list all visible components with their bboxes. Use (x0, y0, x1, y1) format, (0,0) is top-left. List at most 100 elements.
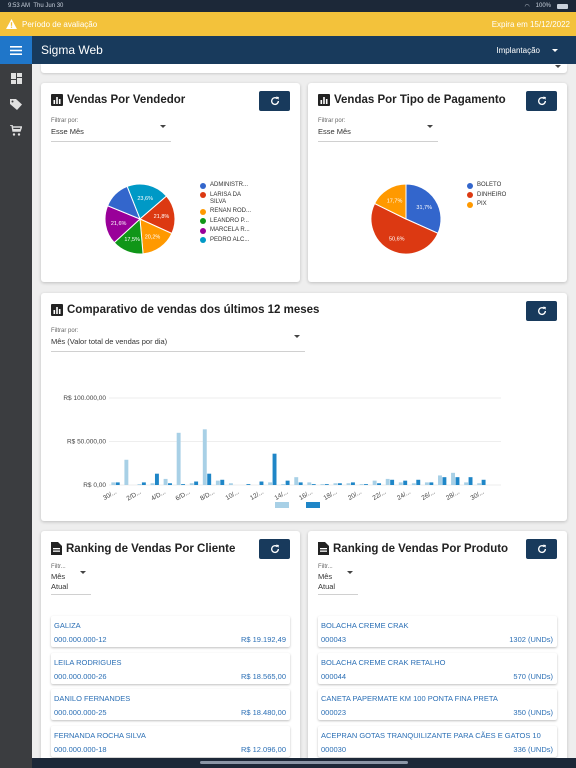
filter-select-line2[interactable]: Atual (318, 582, 336, 591)
bar[interactable] (307, 482, 312, 485)
legend-item[interactable]: PEDRO ALC... (200, 237, 258, 244)
pie-data-label: 31,7% (416, 205, 432, 211)
refresh-button[interactable] (259, 539, 290, 559)
bar[interactable] (163, 478, 168, 485)
sidebar-item-tags[interactable] (0, 91, 32, 117)
legend-item[interactable]: LARISA DA SILVA (200, 192, 258, 206)
legend-swatch[interactable] (275, 502, 289, 508)
bar[interactable] (189, 483, 194, 485)
filter-select[interactable]: Esse Mês (51, 127, 84, 136)
item-code: 000030 (321, 744, 347, 754)
pie-slice[interactable] (139, 195, 176, 235)
bar[interactable] (390, 479, 395, 485)
bar[interactable] (154, 473, 159, 485)
bar[interactable] (359, 484, 364, 485)
bar[interactable] (385, 478, 390, 485)
bar[interactable] (438, 475, 442, 485)
bar[interactable] (481, 479, 486, 485)
bar[interactable] (220, 479, 225, 485)
bar[interactable] (111, 482, 116, 485)
bar[interactable] (176, 432, 181, 485)
bar[interactable] (281, 484, 286, 485)
legend-item[interactable]: LEANDRO P... (200, 218, 258, 225)
context-selector[interactable]: Implantação (496, 46, 558, 55)
bar[interactable] (337, 483, 342, 485)
list-item[interactable]: FERNANDA ROCHA SILVA 000.000.000-18 R$ 12.… (51, 725, 290, 757)
list-item[interactable]: DANILO FERNANDES 000.000.000-25 R$ 18.480,… (51, 689, 290, 720)
filter-select[interactable]: Esse Mês (318, 127, 351, 136)
bar[interactable] (272, 453, 277, 485)
filter-select-line2[interactable]: Atual (51, 582, 69, 591)
legend-item[interactable]: DINHEIRO (467, 192, 527, 199)
bar[interactable] (464, 482, 469, 485)
bar[interactable] (398, 482, 403, 485)
bar[interactable] (246, 484, 251, 485)
list-item[interactable]: GALIZA 000.000.000-12 R$ 19.192,49 (51, 616, 290, 647)
pie-slice[interactable] (405, 183, 442, 234)
item-name: ACEPRAN GOTAS TRANQUILIZANTE PARA CÃES E… (321, 730, 541, 740)
refresh-button[interactable] (526, 539, 557, 559)
bar[interactable] (215, 480, 220, 485)
bar[interactable] (124, 459, 129, 485)
bar[interactable] (141, 482, 146, 485)
bar[interactable] (137, 484, 142, 485)
filter-select-line1[interactable]: Mês (318, 572, 333, 581)
bar[interactable] (168, 483, 172, 485)
bar[interactable] (468, 477, 473, 485)
pie-slice[interactable] (373, 183, 407, 220)
refresh-button[interactable] (526, 301, 557, 321)
bar[interactable] (194, 481, 199, 485)
bar[interactable] (324, 484, 329, 485)
bar[interactable] (455, 477, 460, 485)
refresh-button[interactable] (259, 91, 290, 111)
bar[interactable] (429, 482, 434, 485)
pie-slice[interactable] (370, 202, 439, 255)
filter-select-line1[interactable]: Mês (51, 572, 66, 581)
list-item[interactable]: BOLACHA CREME CRAK 000043 1302 (UNDs) (318, 616, 557, 647)
bar[interactable] (364, 484, 368, 485)
legend-item[interactable]: ADMINISTR... (200, 182, 258, 189)
legend-item[interactable]: PIX (467, 201, 527, 208)
bar[interactable] (181, 484, 186, 485)
filter-select[interactable]: Mês (Valor total de vendas por dia) (51, 337, 168, 346)
refresh-button[interactable] (526, 91, 557, 111)
bar[interactable] (424, 482, 429, 485)
list-item[interactable]: CANETA PAPERMATE KM 100 PONTA FINA PRETA… (318, 689, 557, 720)
bar[interactable] (259, 481, 264, 485)
bar[interactable] (298, 482, 303, 485)
bar[interactable] (477, 483, 482, 485)
bar[interactable] (442, 477, 447, 485)
bar[interactable] (350, 482, 355, 485)
bar[interactable] (377, 483, 382, 485)
legend-item[interactable]: RENAN ROD... (200, 208, 258, 215)
bar[interactable] (372, 480, 377, 485)
bar[interactable] (207, 473, 212, 485)
list-item[interactable]: LEILA RODRIGUES 000.000.000-26 R$ 18.565,0… (51, 652, 290, 684)
bar[interactable] (202, 429, 207, 485)
bar[interactable] (228, 483, 233, 485)
bar[interactable] (451, 472, 456, 485)
legend-item[interactable]: BOLETO (467, 182, 527, 189)
bar[interactable] (285, 480, 290, 485)
bar[interactable] (268, 482, 273, 485)
pie-slice[interactable] (104, 205, 141, 244)
list-item[interactable]: ACEPRAN GOTAS TRANQUILIZANTE PARA CÃES E… (318, 725, 557, 757)
legend-item[interactable]: MARCELA R... (200, 227, 258, 234)
menu-button[interactable] (0, 36, 32, 64)
sidebar-item-sales[interactable] (0, 117, 32, 143)
bar[interactable] (346, 483, 351, 485)
bar[interactable] (150, 483, 155, 485)
list-item[interactable]: BOLACHA CREME CRAK RETALHO 000044 570 (UND… (318, 652, 557, 684)
bar[interactable] (403, 480, 408, 485)
bar[interactable] (416, 479, 421, 485)
bar[interactable] (115, 482, 120, 485)
sidebar-item-dashboard[interactable] (0, 65, 32, 91)
bar[interactable] (294, 477, 299, 485)
bar[interactable] (411, 483, 416, 485)
bar[interactable] (311, 484, 316, 485)
legend-swatch[interactable] (306, 502, 320, 508)
bar[interactable] (320, 484, 325, 485)
pie-slice[interactable] (106, 185, 141, 220)
bar[interactable] (333, 483, 338, 485)
bottom-bar (32, 758, 576, 768)
